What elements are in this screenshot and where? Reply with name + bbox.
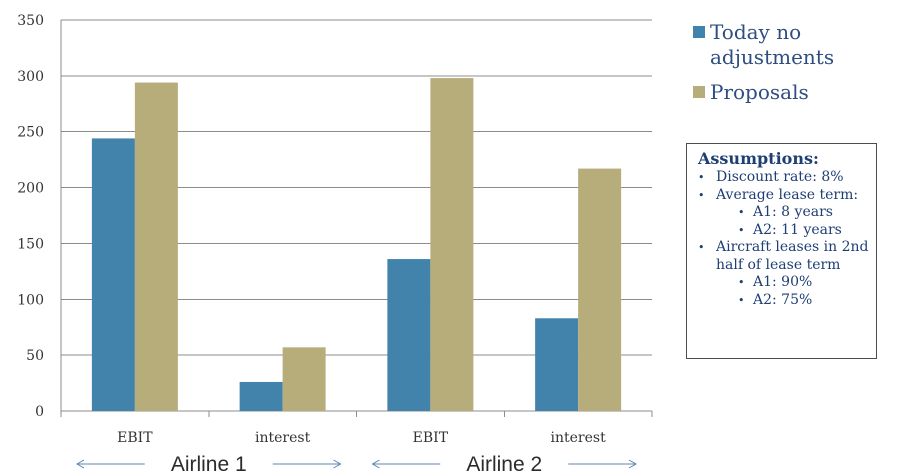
- arrowhead-right-icon: [333, 459, 342, 469]
- y-tick-label: 250: [17, 125, 44, 141]
- assumption-subitem: A2: 75%: [716, 292, 870, 310]
- bar: [239, 381, 283, 411]
- y-tick-label: 350: [17, 13, 44, 29]
- x-tick-label: interest: [255, 430, 311, 446]
- bar: [134, 82, 178, 411]
- assumption-text: Average lease term:: [716, 186, 859, 203]
- x-tick-label: EBIT: [413, 430, 449, 446]
- x-tick-label: EBIT: [117, 430, 153, 446]
- assumption-item: Aircraft leases in 2nd half of lease ter…: [693, 239, 870, 309]
- assumption-sublist: A1: 8 years A2: 11 years: [716, 204, 870, 239]
- legend-item-today: Today no adjustments: [692, 20, 892, 70]
- assumption-text: Aircraft leases in 2nd half of lease ter…: [716, 239, 869, 273]
- assumptions-box: Assumptions: Discount rate: 8% Average l…: [686, 143, 877, 359]
- arrowhead-left-icon: [75, 459, 85, 469]
- assumption-subitem: A1: 90%: [716, 274, 870, 292]
- assumption-subitem: A1: 8 years: [716, 204, 870, 222]
- legend-swatch-today: [693, 26, 705, 38]
- y-tick-label: 150: [17, 236, 44, 252]
- bar: [535, 318, 579, 411]
- legend-item-proposals: Proposals: [692, 80, 892, 105]
- y-tick-label: 100: [17, 292, 44, 308]
- assumption-subitem: A2: 11 years: [716, 222, 870, 240]
- assumption-sublist: A1: 90% A2: 75%: [716, 274, 870, 309]
- bar: [282, 347, 326, 411]
- assumption-item: Average lease term: A1: 8 years A2: 11 y…: [693, 187, 870, 240]
- assumptions-list: Discount rate: 8% Average lease term: A1…: [693, 169, 870, 309]
- y-tick-label: 0: [35, 404, 44, 420]
- bar: [387, 259, 431, 411]
- arrowhead-left-icon: [371, 459, 380, 469]
- bar: [430, 78, 474, 411]
- y-tick-label: 50: [26, 348, 44, 364]
- group-label: Airline 2: [466, 453, 542, 474]
- legend-swatch-proposals: [693, 86, 705, 98]
- bar: [91, 138, 135, 411]
- x-tick-label: interest: [551, 430, 607, 446]
- assumptions-title: Assumptions:: [698, 149, 819, 168]
- legend-label-today: Today no adjustments: [710, 20, 835, 69]
- y-tick-label: 200: [17, 181, 44, 197]
- bar: [578, 168, 622, 411]
- legend-label-proposals: Proposals: [710, 80, 809, 104]
- legend: Today no adjustments Proposals: [692, 20, 892, 115]
- y-tick-label: 300: [17, 69, 44, 85]
- arrowhead-right-icon: [628, 459, 638, 469]
- assumption-text: Discount rate: 8%: [716, 169, 844, 185]
- group-label: Airline 1: [171, 453, 247, 474]
- assumption-item: Discount rate: 8%: [693, 169, 870, 187]
